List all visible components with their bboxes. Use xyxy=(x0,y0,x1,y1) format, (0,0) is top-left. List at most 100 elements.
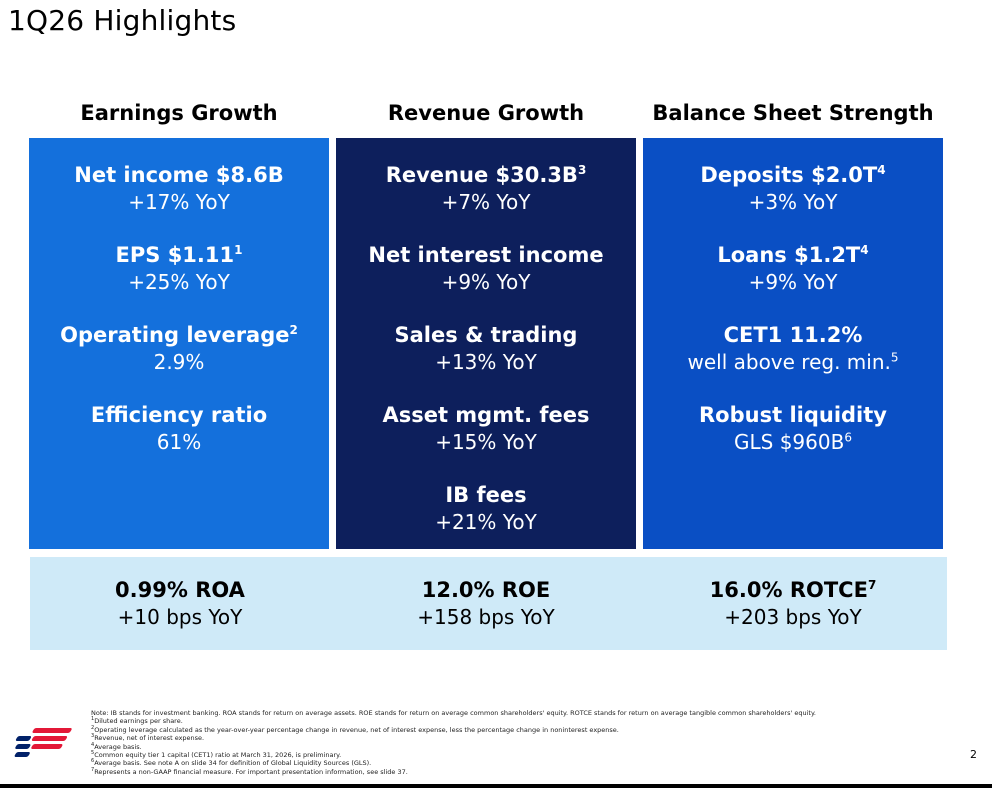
return-roa-change: +10 bps YoY xyxy=(117,605,243,629)
metric-block: EPS $1.111 +25% YoY xyxy=(29,242,329,322)
slide-title: 1Q26 Highlights xyxy=(8,4,237,37)
metric-title-text: Operating leverage xyxy=(60,323,290,347)
return-roe: 12.0% ROE +158 bps YoY xyxy=(336,577,636,631)
metric-title: Loans $1.2T4 xyxy=(643,242,943,268)
metric-title: IB fees xyxy=(336,482,636,508)
heading-earnings-growth: Earnings Growth xyxy=(80,101,278,125)
footnote-number: 5 xyxy=(91,749,95,756)
footnote-number: 4 xyxy=(91,741,95,748)
metric-title-text: Deposits $2.0T xyxy=(700,163,878,187)
metric-block: Loans $1.2T4 +9% YoY xyxy=(643,242,943,322)
metric-value-text: +7% YoY xyxy=(441,190,531,214)
footnote-ref: 6 xyxy=(844,430,852,445)
heading-balance-sheet-strength: Balance Sheet Strength xyxy=(652,101,934,125)
logo-stripe-blue xyxy=(15,744,31,749)
metric-value-text: +3% YoY xyxy=(748,190,838,214)
footnote-item: 4Average basis. xyxy=(91,741,911,751)
metric-value-text: +9% YoY xyxy=(748,270,838,294)
metric-block: Robust liquidity GLS $960B6 xyxy=(643,402,943,482)
logo-stripe-red xyxy=(31,744,63,749)
metric-value: +21% YoY xyxy=(336,508,636,536)
footnote-number: 1 xyxy=(91,716,95,723)
logo-stripe-blue xyxy=(14,752,30,757)
footnote-text: Diluted earnings per share. xyxy=(94,717,183,726)
bank-flag-logo-icon xyxy=(14,728,72,757)
return-roe-title: 12.0% ROE xyxy=(421,578,551,602)
metric-title: Net income $8.6B xyxy=(29,162,329,188)
metric-value-text: +9% YoY xyxy=(441,270,531,294)
metric-value: +15% YoY xyxy=(336,428,636,456)
panel-revenue-growth: Revenue $30.3B3 +7% YoY Net interest incom… xyxy=(336,138,636,549)
metric-value: GLS $960B6 xyxy=(643,428,943,456)
metric-title: Robust liquidity xyxy=(643,402,943,428)
panel-earnings-growth: Net income $8.6B +17% YoY EPS $1.111 +25% Y… xyxy=(29,138,329,549)
metric-value: +13% YoY xyxy=(336,348,636,376)
footnote-text: Operating leverage calculated as the yea… xyxy=(94,725,619,734)
footnote-intro: Note: IB stands for investment banking. … xyxy=(91,709,816,717)
metric-block: Deposits $2.0T4 +3% YoY xyxy=(643,162,943,242)
footnote-number: 2 xyxy=(91,724,95,731)
footnote-text: Revenue, net of interest expense. xyxy=(94,734,205,743)
footnote-ref: 4 xyxy=(860,243,869,257)
metric-title-text: Net income $8.6B xyxy=(74,163,284,187)
metric-value: +7% YoY xyxy=(336,188,636,216)
metric-title: Asset mgmt. fees xyxy=(336,402,636,428)
metric-title-text: CET1 11.2% xyxy=(723,323,863,347)
metric-block: CET1 11.2% well above reg. min.5 xyxy=(643,322,943,402)
metric-value: +25% YoY xyxy=(29,268,329,296)
metric-title-text: IB fees xyxy=(445,483,527,507)
metric-title-text: Sales & trading xyxy=(394,323,578,347)
footnote-item: 3Revenue, net of interest expense. xyxy=(91,733,911,743)
metric-value-text: +15% YoY xyxy=(435,430,537,454)
return-rotce: 16.0% ROTCE7 +203 bps YoY xyxy=(643,577,943,631)
metric-block: Net income $8.6B +17% YoY xyxy=(29,162,329,242)
metric-title: Revenue $30.3B3 xyxy=(336,162,636,188)
metric-value-text: +25% YoY xyxy=(128,270,230,294)
footnote-text: Represents a non-GAAP financial measure.… xyxy=(94,767,408,776)
metric-value-text: GLS $960B xyxy=(734,430,845,454)
metric-value: well above reg. min.5 xyxy=(643,348,943,376)
metric-title-text: Robust liquidity xyxy=(699,403,887,427)
return-roa: 0.99% ROA +10 bps YoY xyxy=(30,577,330,631)
footnote-number: 3 xyxy=(91,733,95,740)
footnote-text: Average basis. xyxy=(94,742,142,751)
panel-balance-sheet-strength: Deposits $2.0T4 +3% YoY Loans $1.2T4 +9% Yo… xyxy=(643,138,943,549)
metric-title-text: Net interest income xyxy=(368,243,604,267)
footnote-number: 6 xyxy=(91,758,95,765)
logo-stripe-blue xyxy=(15,736,32,741)
metric-title-text: Loans $1.2T xyxy=(717,243,861,267)
metric-block: Revenue $30.3B3 +7% YoY xyxy=(336,162,636,242)
metric-title-text: Asset mgmt. fees xyxy=(382,403,590,427)
return-rotce-footnote-ref: 7 xyxy=(867,578,877,592)
metric-title: CET1 11.2% xyxy=(643,322,943,348)
metric-block: Operating leverage2 2.9% xyxy=(29,322,329,402)
return-rotce-change: +203 bps YoY xyxy=(724,605,862,629)
metric-title-text: EPS $1.11 xyxy=(115,243,235,267)
footnote-item: 5Common equity tier 1 capital (CET1) rat… xyxy=(91,749,911,759)
metric-value-text: +13% YoY xyxy=(435,350,537,374)
footnote-item: 7Represents a non-GAAP financial measure… xyxy=(91,766,911,776)
bottom-rule xyxy=(0,784,992,788)
footnote-item: 1Diluted earnings per share. xyxy=(91,716,911,726)
metric-value: +9% YoY xyxy=(336,268,636,296)
metric-value-text: +21% YoY xyxy=(435,510,537,534)
footnote-ref: 5 xyxy=(890,350,899,365)
metric-title-text: Efficiency ratio xyxy=(90,403,268,427)
footnotes: Note: IB stands for investment banking. … xyxy=(91,709,911,776)
footnote-text: Average basis. See note A on slide 34 fo… xyxy=(94,759,372,768)
metric-value: 2.9% xyxy=(29,348,329,376)
metric-title: Efficiency ratio xyxy=(29,402,329,428)
logo-stripe-red xyxy=(32,728,72,733)
footnote-number: 7 xyxy=(91,766,95,773)
metric-title: EPS $1.111 xyxy=(29,242,329,268)
metric-title-text: Revenue $30.3B xyxy=(385,163,578,187)
heading-revenue-growth: Revenue Growth xyxy=(387,101,585,125)
metric-block: Asset mgmt. fees +15% YoY xyxy=(336,402,636,482)
metric-value: +9% YoY xyxy=(643,268,943,296)
metric-value: 61% xyxy=(29,428,329,456)
return-roe-change: +158 bps YoY xyxy=(417,605,555,629)
return-rotce-title: 16.0% ROTCE xyxy=(709,578,868,602)
page-number: 2 xyxy=(970,748,977,761)
metric-block: Net interest income +9% YoY xyxy=(336,242,636,322)
metric-block: Efficiency ratio 61% xyxy=(29,402,329,482)
